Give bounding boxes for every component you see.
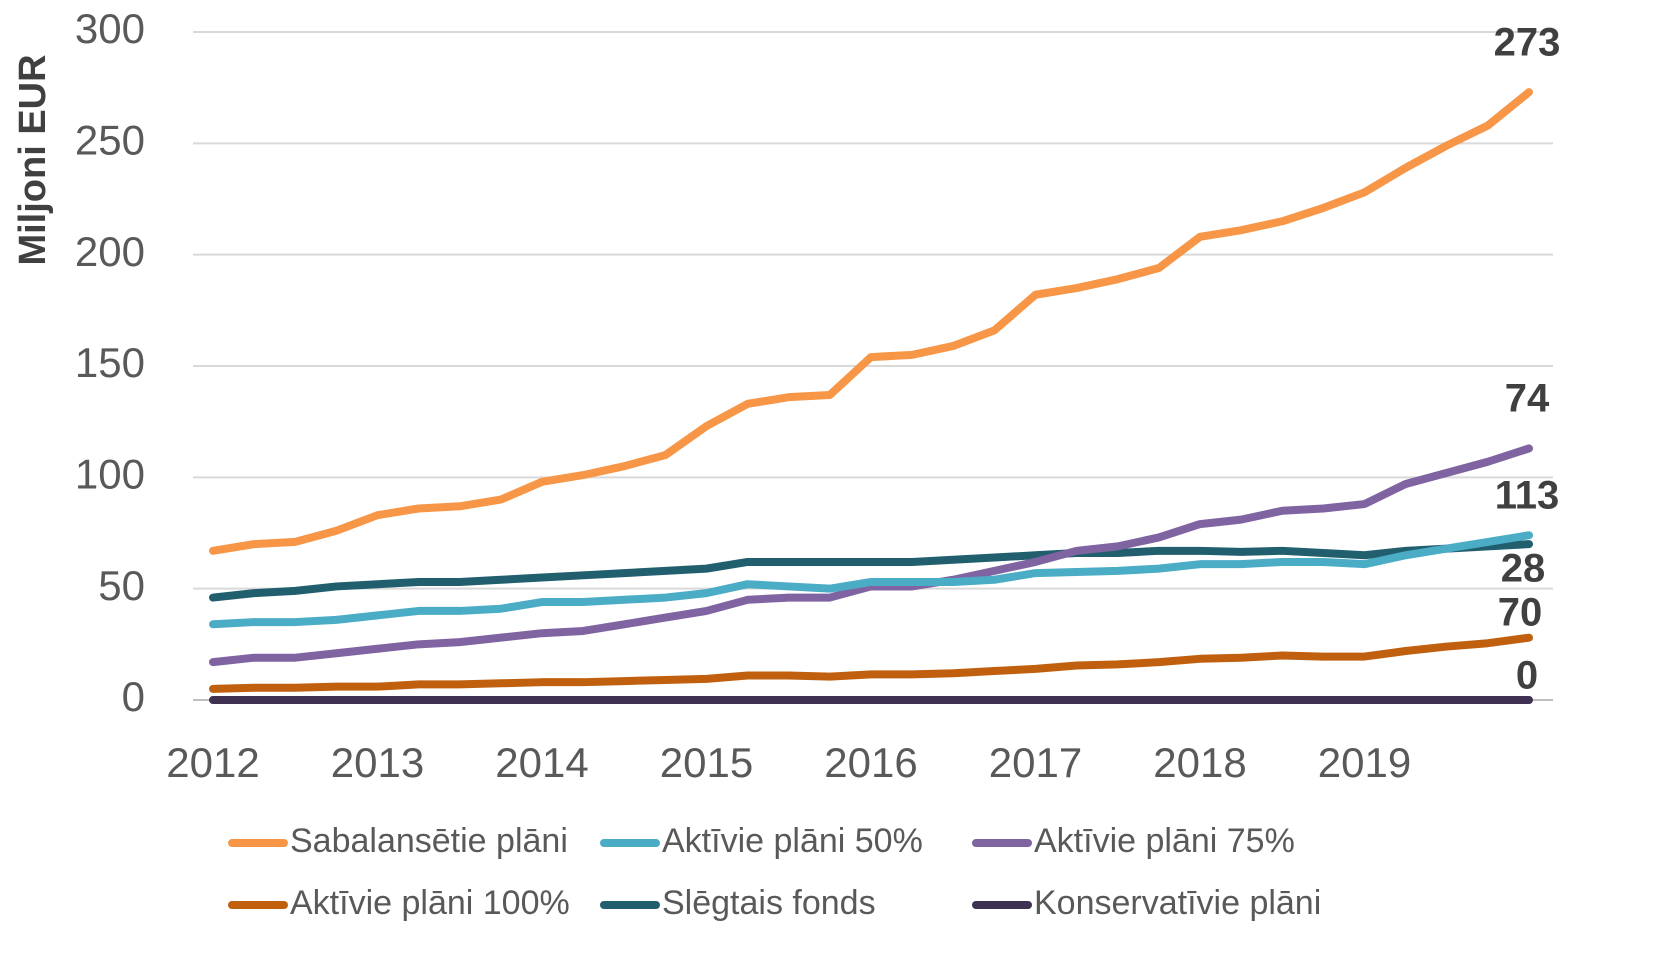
y-tick-label: 250: [75, 116, 145, 163]
y-tick-label: 200: [75, 228, 145, 275]
legend-label: Aktīvie plāni 100%: [290, 884, 570, 922]
x-tick-label: 2015: [660, 739, 753, 786]
y-tick-label: 0: [122, 673, 145, 720]
x-tick-label: 2012: [166, 739, 259, 786]
data-label: 70: [1498, 591, 1543, 635]
legend-label: Sabalansētie plāni: [290, 822, 568, 860]
series-line: [209, 88, 1533, 555]
data-label: 28: [1501, 547, 1546, 591]
data-label: 0: [1516, 654, 1538, 698]
data-label: 74: [1505, 377, 1550, 421]
legend-label: Konservatīvie plāni: [1034, 884, 1321, 922]
series-line: [209, 444, 1533, 667]
x-tick-label: 2016: [824, 739, 917, 786]
x-tick-label: 2014: [495, 739, 588, 786]
x-tick-label: 2019: [1318, 739, 1411, 786]
y-tick-label: 50: [98, 562, 145, 609]
legend-label: Aktīvie plāni 50%: [662, 822, 923, 860]
y-tick-label: 300: [75, 5, 145, 52]
series-line: [209, 531, 1533, 629]
series-line: [209, 633, 1533, 693]
y-tick-label: 150: [75, 339, 145, 386]
x-tick-label: 2018: [1153, 739, 1246, 786]
y-axis-title: Miljoni EUR: [12, 54, 54, 265]
legend-label: Slēgtais fonds: [662, 884, 876, 922]
y-tick-label: 100: [75, 450, 145, 497]
data-label: 113: [1495, 474, 1560, 518]
data-label: 273: [1494, 21, 1561, 65]
x-tick-label: 2013: [331, 739, 424, 786]
series-line: [209, 540, 1533, 602]
x-tick-label: 2017: [989, 739, 1082, 786]
legend-label: Aktīvie plāni 75%: [1034, 822, 1295, 860]
